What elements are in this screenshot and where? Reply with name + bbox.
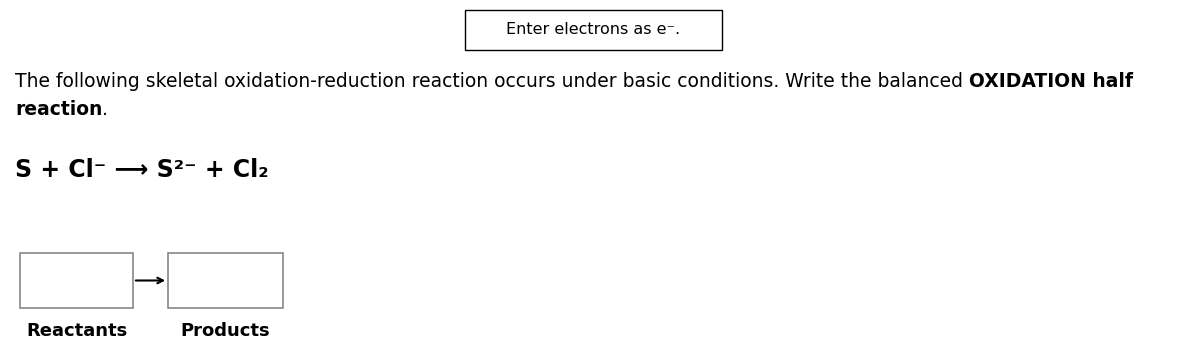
- Text: The following skeletal oxidation-reduction reaction occurs under basic condition: The following skeletal oxidation-reducti…: [14, 72, 970, 91]
- Text: Products: Products: [181, 322, 270, 340]
- Text: OXIDATION half: OXIDATION half: [970, 72, 1133, 91]
- Bar: [168, 253, 283, 308]
- Text: Enter electrons as e⁻.: Enter electrons as e⁻.: [506, 23, 680, 37]
- Bar: [466, 10, 722, 50]
- Text: .: .: [102, 100, 108, 119]
- Text: S + Cl⁻ ⟶ S²⁻ + Cl₂: S + Cl⁻ ⟶ S²⁻ + Cl₂: [14, 158, 269, 182]
- Bar: [20, 253, 133, 308]
- Text: reaction: reaction: [14, 100, 102, 119]
- Text: Reactants: Reactants: [26, 322, 127, 340]
